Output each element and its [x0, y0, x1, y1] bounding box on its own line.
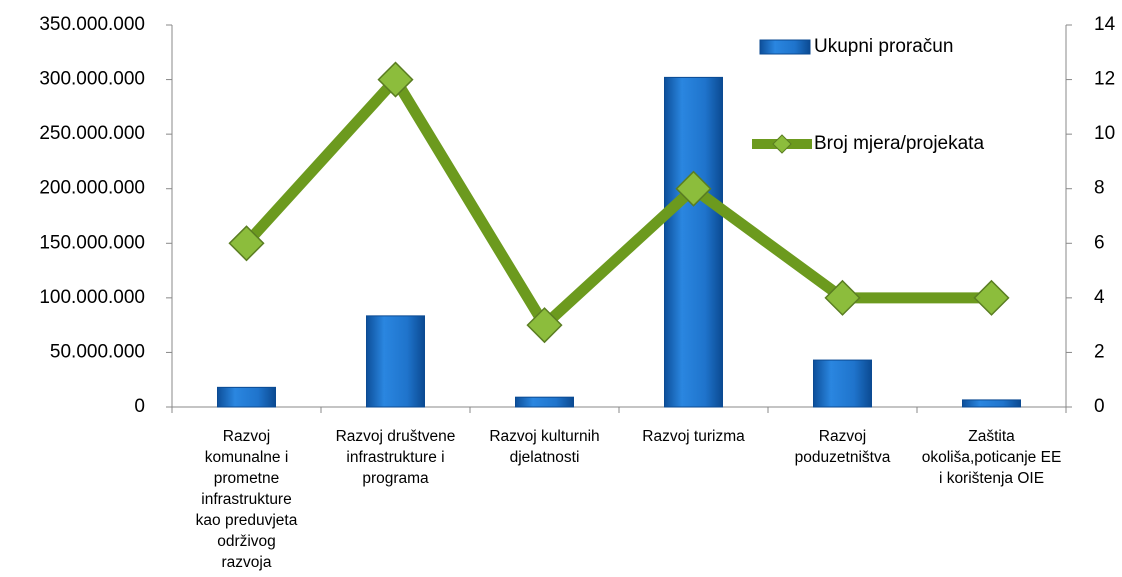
legend-label: Ukupni proračun [814, 36, 953, 57]
y-tick-label: 300.000.000 [39, 69, 145, 90]
y2-tick-label: 0 [1094, 396, 1105, 417]
x-tick-label: Razvoj komunalne i prometne infrastruktu… [195, 428, 298, 571]
line [242, 74, 992, 331]
y2-tick-label: 14 [1094, 14, 1116, 35]
legend-label: Broj mjera/projekata [814, 133, 984, 154]
legend-marker [772, 134, 792, 154]
marker [973, 279, 1010, 316]
bar [664, 76, 723, 408]
x-tick-label: Zaštita okoliša,poticanje EE i korištenj… [921, 428, 1062, 487]
y2-tick-label: 2 [1094, 341, 1105, 362]
x-tick-label: Razvoj poduzetništva [794, 428, 891, 466]
x-tick-label: Razvoj turizma [642, 428, 745, 445]
y2-tick-label: 12 [1094, 69, 1115, 90]
marker [377, 61, 414, 98]
y-tick-label: 50.000.000 [50, 341, 145, 362]
marker [675, 170, 712, 207]
y2-tick-label: 6 [1094, 232, 1105, 253]
bar [217, 386, 276, 408]
x-tick-label: Razvoj društvene infrastrukture i progra… [335, 428, 456, 487]
y-tick-label: 350.000.000 [39, 14, 145, 35]
bar [515, 396, 574, 408]
marker [526, 307, 563, 344]
y2-tick-label: 8 [1094, 178, 1105, 199]
y-tick-label: 0 [134, 396, 145, 417]
y-tick-label: 150.000.000 [39, 232, 145, 253]
y2-tick-label: 10 [1094, 123, 1115, 144]
marker [824, 279, 861, 316]
bar [366, 315, 425, 408]
y-tick-label: 200.000.000 [39, 178, 145, 199]
y2-tick-label: 4 [1094, 287, 1105, 308]
bar [962, 399, 1021, 408]
marker [228, 225, 265, 262]
bar [813, 359, 872, 408]
legend-swatch [759, 39, 811, 55]
y-tick-label: 100.000.000 [39, 287, 145, 308]
x-tick-label: Razvoj kulturnih djelatnosti [489, 428, 600, 466]
y-tick-label: 250.000.000 [39, 123, 145, 144]
